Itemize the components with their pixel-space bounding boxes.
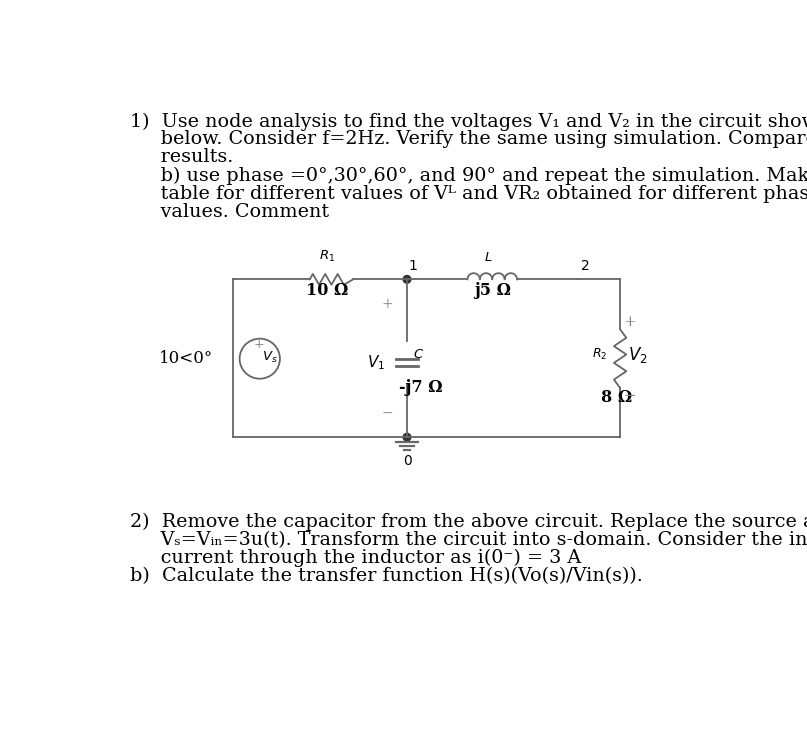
Text: b) use phase =0°,30°,60°, and 90° and repeat the simulation. Make a: b) use phase =0°,30°,60°, and 90° and re… <box>130 166 807 184</box>
Text: -j7 Ω: -j7 Ω <box>399 380 443 396</box>
Text: below. Consider f=2Hz. Verify the same using simulation. Compare the: below. Consider f=2Hz. Verify the same u… <box>130 130 807 148</box>
Text: j5 Ω: j5 Ω <box>474 282 511 299</box>
Text: $R_2$: $R_2$ <box>592 347 608 362</box>
Text: −: − <box>623 389 636 403</box>
Text: −: − <box>382 405 394 420</box>
Text: $V_2$: $V_2$ <box>628 345 647 365</box>
Text: 2)  Remove the capacitor from the above circuit. Replace the source as: 2) Remove the capacitor from the above c… <box>130 513 807 531</box>
Text: values. Comment: values. Comment <box>130 203 329 221</box>
Text: 10<0°: 10<0° <box>159 350 213 367</box>
Text: results.: results. <box>130 148 233 166</box>
Circle shape <box>404 275 411 284</box>
Text: +: + <box>382 297 394 311</box>
Text: 1)  Use node analysis to find the voltages V₁ and V₂ in the circuit shown: 1) Use node analysis to find the voltage… <box>130 113 807 131</box>
Circle shape <box>404 433 411 441</box>
Text: 10 Ω: 10 Ω <box>307 282 349 299</box>
Text: Vₛ=Vᵢₙ=3u(t). Transform the circuit into s-domain. Consider the initial: Vₛ=Vᵢₙ=3u(t). Transform the circuit into… <box>130 531 807 549</box>
Text: 8 Ω: 8 Ω <box>601 389 633 407</box>
Text: table for different values of Vᴸ and VR₂ obtained for different phase: table for different values of Vᴸ and VR₂… <box>130 184 807 203</box>
Text: 0: 0 <box>403 454 412 468</box>
Text: +: + <box>623 314 636 329</box>
Text: 2: 2 <box>581 259 590 272</box>
Text: $C$: $C$ <box>413 349 424 361</box>
Text: current through the inductor as i(0⁻) = 3 A: current through the inductor as i(0⁻) = … <box>130 549 582 567</box>
Text: 1: 1 <box>408 259 417 272</box>
Text: $V_s$: $V_s$ <box>262 350 278 365</box>
Text: $R_1$: $R_1$ <box>320 249 336 264</box>
Text: +: + <box>253 339 264 352</box>
Text: b)  Calculate the transfer function H(s)(Vo(s)/Vin(s)).: b) Calculate the transfer function H(s)(… <box>130 567 643 585</box>
Text: $V_1$: $V_1$ <box>367 353 385 372</box>
Text: $L$: $L$ <box>484 251 492 264</box>
